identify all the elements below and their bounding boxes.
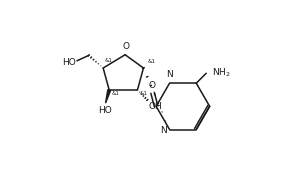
Text: OH: OH bbox=[149, 102, 163, 111]
Text: O: O bbox=[123, 42, 129, 52]
Text: &1: &1 bbox=[105, 58, 112, 63]
Text: HO: HO bbox=[98, 106, 112, 115]
Text: NH$_2$: NH$_2$ bbox=[212, 66, 230, 79]
Text: &1: &1 bbox=[111, 91, 119, 96]
Text: &1: &1 bbox=[147, 59, 155, 64]
Polygon shape bbox=[106, 90, 111, 103]
Text: N: N bbox=[166, 70, 173, 79]
Text: HO: HO bbox=[62, 58, 76, 68]
Text: O: O bbox=[148, 81, 155, 90]
Text: N: N bbox=[160, 126, 167, 135]
Text: &1: &1 bbox=[139, 91, 147, 96]
